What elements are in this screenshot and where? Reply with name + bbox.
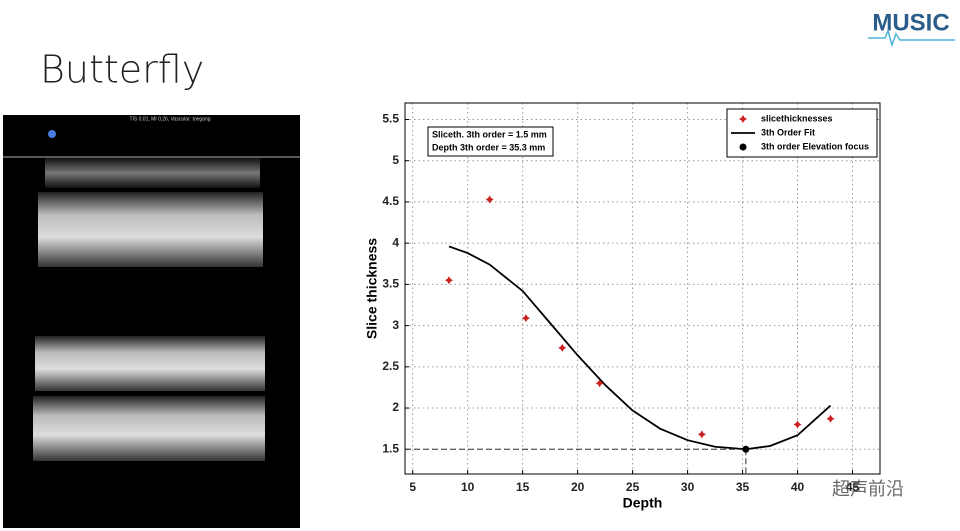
x-tick-label: 40 (791, 480, 805, 494)
slide-title: Butterfly (40, 48, 204, 92)
data-point (444, 276, 453, 285)
data-point (697, 430, 706, 439)
data-point (826, 414, 835, 423)
ultrasound-band (33, 396, 265, 461)
x-tick-label: 25 (626, 480, 640, 494)
y-tick-label: 1.5 (382, 441, 399, 455)
data-point (521, 314, 530, 323)
x-axis-label: Depth (623, 495, 663, 511)
focus-point (742, 445, 750, 453)
ultrasound-band (35, 336, 265, 391)
y-tick-label: 4.5 (382, 194, 399, 208)
x-tick-label: 45 (846, 480, 860, 494)
annotation: Sliceth. 3th order = 1.5 mm (432, 129, 547, 139)
plot-area (405, 103, 880, 474)
fit-line (448, 245, 832, 451)
x-tick-label: 35 (736, 480, 750, 494)
logo-wave (868, 28, 955, 48)
y-axis-label: Slice thickness (364, 238, 380, 339)
x-tick-label: 30 (681, 480, 695, 494)
y-tick-label: 3.5 (382, 277, 399, 291)
watermark: 超声前沿 (832, 479, 904, 500)
logo: MUSIC (872, 9, 949, 36)
legend-label: 3th order Elevation focus (761, 141, 869, 151)
x-tick-label: 20 (571, 480, 585, 494)
legend-swatch (739, 143, 747, 151)
data-point (558, 343, 567, 352)
ultrasound-marker (48, 130, 56, 138)
legend-swatch (739, 115, 747, 123)
data-point (485, 195, 494, 204)
ultrasound-header: TIS 0,01, MI 0,26, Vascular: toegang (129, 116, 210, 122)
legend-label: 3th Order Fit (761, 127, 815, 137)
annotation: Depth 3th order = 35.3 mm (432, 142, 545, 152)
ultrasound-band (45, 158, 260, 188)
y-tick-label: 5.5 (382, 112, 399, 126)
x-tick-label: 10 (461, 480, 475, 494)
legend-label: slicethicknesses (761, 113, 833, 123)
x-tick-label: 5 (409, 480, 416, 494)
x-tick-label: 15 (516, 480, 530, 494)
ultrasound-band (38, 192, 263, 267)
plot-frame (404, 102, 881, 475)
ultrasound-image: TIS 0,01, MI 0,26, Vascular: toegang (3, 115, 300, 528)
y-tick-label: 2 (392, 400, 399, 414)
y-tick-label: 2.5 (382, 359, 399, 373)
data-point (793, 420, 802, 429)
data-point (595, 379, 604, 388)
y-tick-label: 5 (392, 153, 399, 167)
annotation-box (427, 126, 554, 157)
y-tick-label: 3 (392, 318, 399, 332)
y-tick-label: 4 (392, 235, 399, 249)
